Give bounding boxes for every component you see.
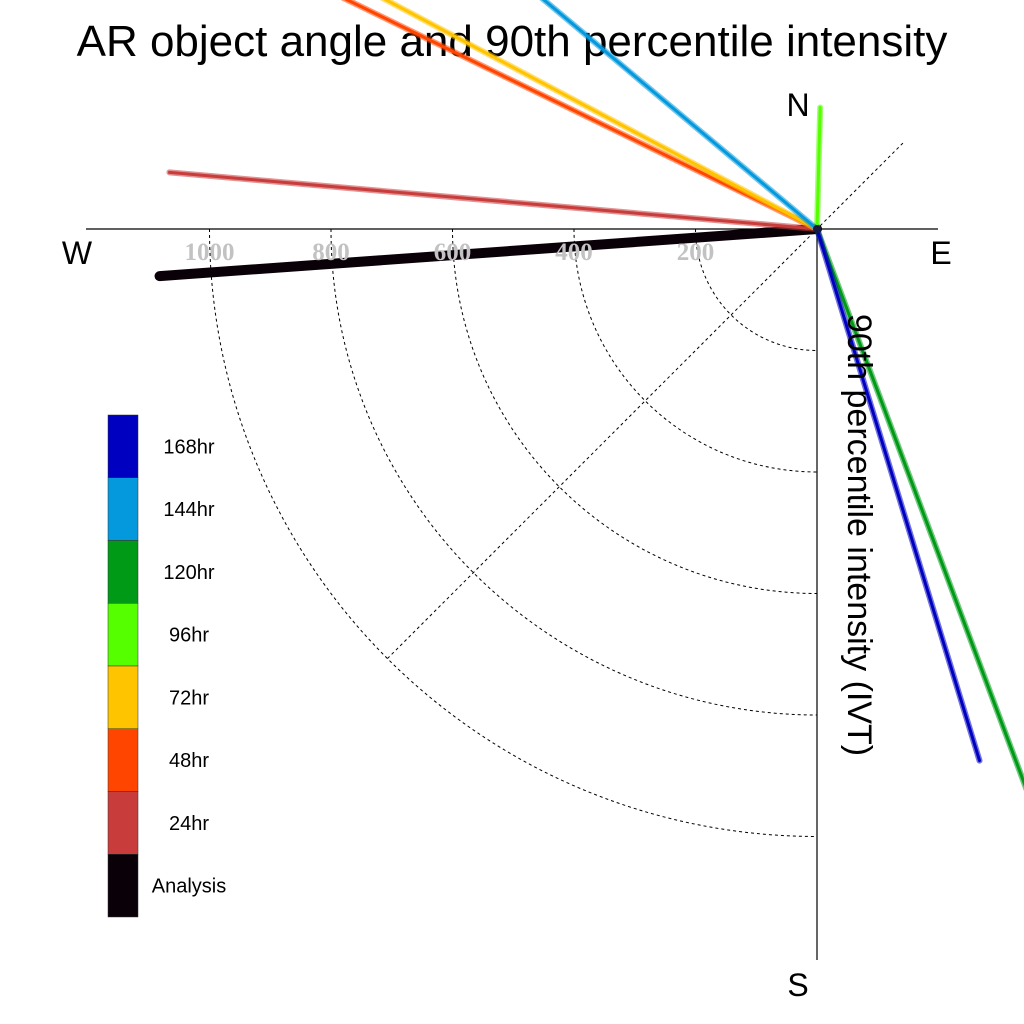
series-line-96hr: [815, 106, 822, 231]
radial-axis-title: 90th percentile intensity (IVT): [840, 314, 878, 756]
series-line-analysis: [154, 224, 822, 282]
radial-tick-label: 200: [677, 239, 715, 266]
legend-label: 168hr: [163, 436, 214, 458]
legend-label: 24hr: [169, 813, 209, 835]
grid-ring: [695, 228, 818, 351]
legend-label: 120hr: [163, 562, 214, 584]
legend-label: Analysis: [152, 876, 226, 898]
radial-tick-label: 1000: [185, 239, 235, 266]
legend-label: 144hr: [163, 499, 214, 521]
legend-label: 72hr: [169, 687, 209, 709]
compass-axes: [86, 228, 938, 960]
legend-swatch-72hr: [107, 665, 139, 729]
chart-title: AR object angle and 90th percentile inte…: [77, 17, 948, 66]
radial-tick-labels: 200 400 600 800 1000: [185, 239, 715, 266]
series-line-144hr: [541, 0, 819, 231]
legend-swatch-24hr: [107, 791, 139, 855]
grid-ring: [330, 228, 818, 716]
legend-label: 96hr: [169, 625, 209, 647]
series-line-24hr: [167, 170, 819, 231]
series-line-48hr: [344, 0, 819, 231]
legend-swatch-168hr: [107, 414, 139, 478]
compass-east-label: E: [930, 235, 951, 271]
legend-swatch-144hr: [107, 477, 139, 541]
compass-north-label: N: [786, 87, 809, 123]
pole-point: [813, 225, 821, 233]
legend-swatch-analysis: [107, 854, 139, 918]
series-line-120hr: [815, 227, 1024, 787]
compass-west-label: W: [62, 235, 93, 271]
grid-ring: [209, 228, 818, 837]
radial-tick-label: 600: [434, 239, 472, 266]
grid-diagonal: [387, 142, 904, 659]
grid-ring: [573, 228, 818, 473]
series-line-168hr: [815, 227, 982, 763]
series-lines: [154, 0, 1024, 792]
grid-ring: [452, 228, 818, 594]
legend-swatch-96hr: [107, 603, 139, 667]
compass-south-label: S: [787, 967, 808, 1003]
legend-label: 48hr: [169, 750, 209, 772]
legend-swatch-48hr: [107, 728, 139, 792]
radial-tick-label: 400: [555, 239, 593, 266]
legend: 168hr 144hr 120hr 96hr 72hr 48hr 24hr Analysis: [107, 414, 226, 918]
series-line-72hr: [383, 0, 819, 231]
legend-swatch-120hr: [107, 540, 139, 604]
radial-tick-label: 800: [312, 239, 350, 266]
